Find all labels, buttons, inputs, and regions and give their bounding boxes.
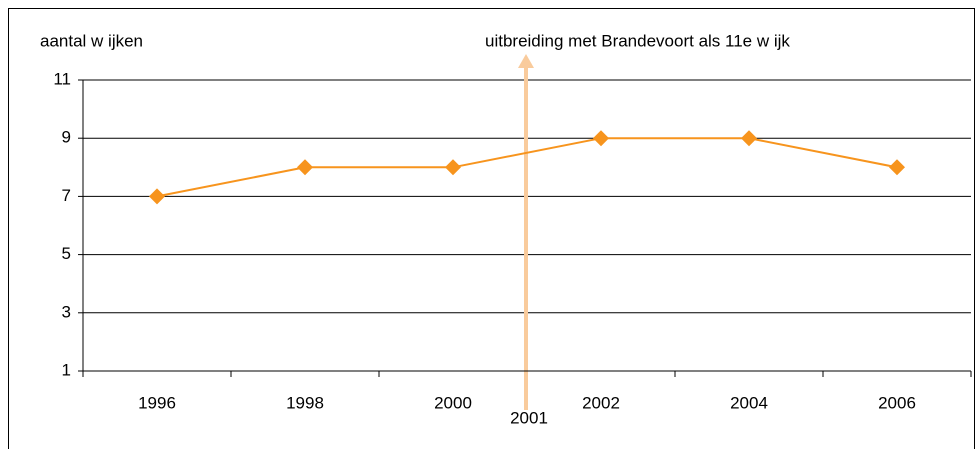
x-tick-label: 2006 xyxy=(878,393,916,412)
data-point xyxy=(889,159,905,176)
y-tick-label: 9 xyxy=(62,128,71,147)
annotation-x-label: 2001 xyxy=(510,408,548,427)
y-tick-label: 5 xyxy=(62,244,71,263)
x-tick-label: 1998 xyxy=(286,393,324,412)
y-axis-label: aantal w ijken xyxy=(40,31,143,50)
data-point xyxy=(149,188,165,205)
annotation-arrowhead xyxy=(518,54,534,68)
y-tick-label: 3 xyxy=(62,302,71,321)
data-point xyxy=(593,130,609,147)
y-tick-label: 11 xyxy=(53,69,71,88)
x-tick-label: 2004 xyxy=(730,393,768,412)
data-point xyxy=(445,159,461,176)
annotation: uitbreiding met Brandevoort als 11e w ij… xyxy=(485,31,790,50)
x-tick-label: 1996 xyxy=(138,393,176,412)
series-line xyxy=(156,137,898,198)
data-point xyxy=(297,159,313,176)
data-point xyxy=(741,130,757,147)
y-tick-label: 7 xyxy=(62,186,71,205)
y-tick-label: 1 xyxy=(62,360,71,379)
x-tick-label: 2000 xyxy=(434,393,472,412)
chart-frame xyxy=(8,8,975,449)
x-tick-label: 2002 xyxy=(582,393,620,412)
